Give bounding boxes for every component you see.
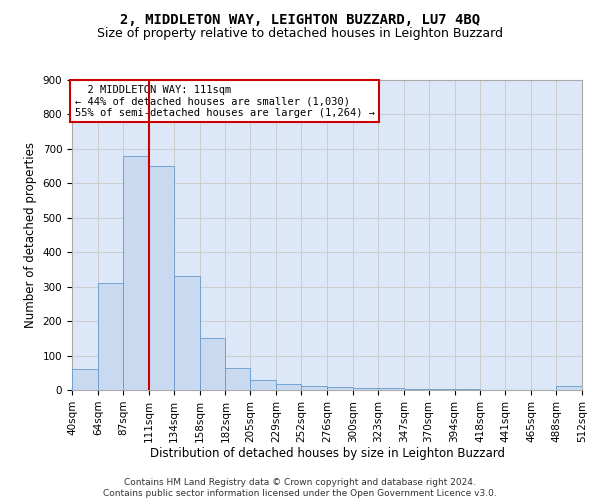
Bar — [327, 386, 353, 390]
Bar — [199, 338, 226, 390]
Bar — [149, 166, 173, 390]
Bar — [404, 389, 428, 390]
Bar — [301, 386, 327, 390]
Bar — [556, 386, 582, 390]
Bar — [123, 156, 149, 390]
Bar — [353, 388, 378, 390]
Text: 2 MIDDLETON WAY: 111sqm
← 44% of detached houses are smaller (1,030)
55% of semi: 2 MIDDLETON WAY: 111sqm ← 44% of detache… — [74, 84, 374, 118]
Text: Contains HM Land Registry data © Crown copyright and database right 2024.
Contai: Contains HM Land Registry data © Crown c… — [103, 478, 497, 498]
Bar — [276, 384, 301, 390]
Bar — [173, 276, 199, 390]
Text: 2, MIDDLETON WAY, LEIGHTON BUZZARD, LU7 4BQ: 2, MIDDLETON WAY, LEIGHTON BUZZARD, LU7 … — [120, 12, 480, 26]
Bar — [72, 370, 98, 390]
Bar — [378, 388, 404, 390]
Bar — [226, 368, 250, 390]
Bar — [98, 283, 123, 390]
X-axis label: Distribution of detached houses by size in Leighton Buzzard: Distribution of detached houses by size … — [149, 448, 505, 460]
Text: Size of property relative to detached houses in Leighton Buzzard: Size of property relative to detached ho… — [97, 28, 503, 40]
Y-axis label: Number of detached properties: Number of detached properties — [24, 142, 37, 328]
Bar — [250, 380, 276, 390]
